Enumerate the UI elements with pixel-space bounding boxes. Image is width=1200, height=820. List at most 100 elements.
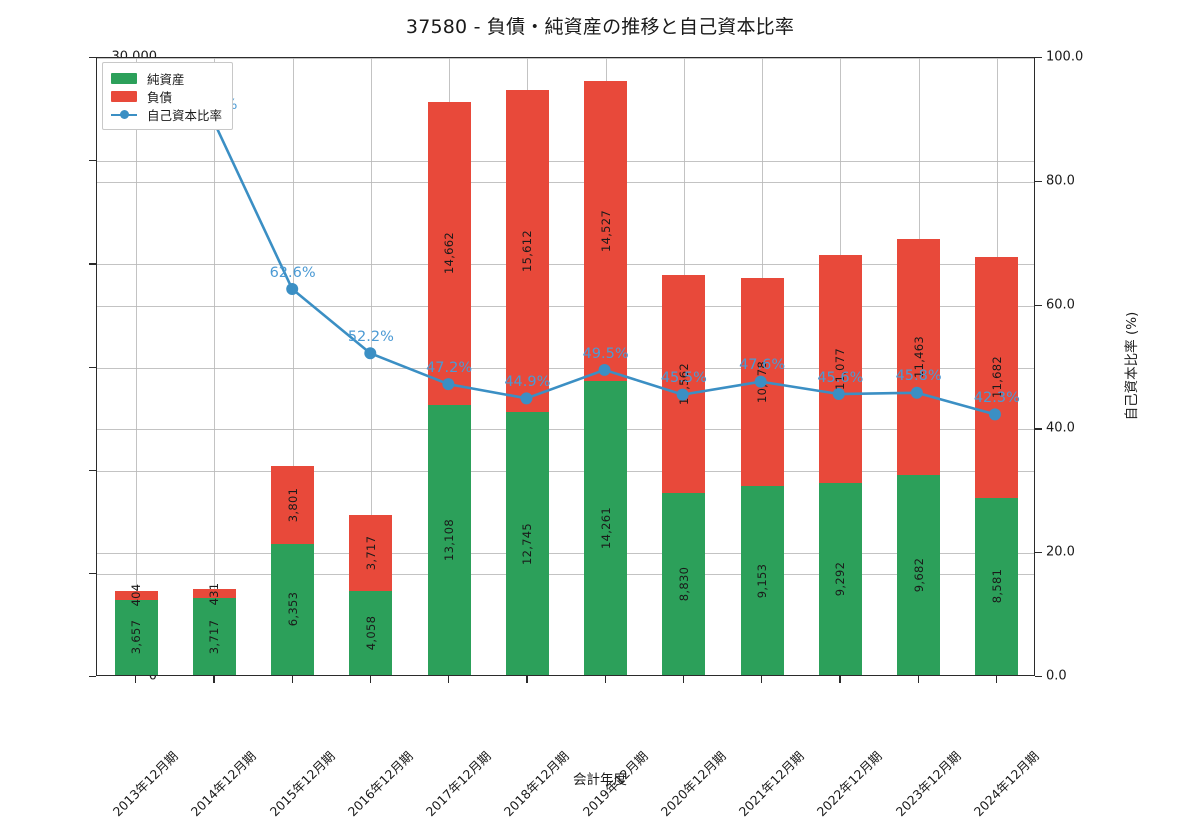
bar-segment-liability[interactable]: 11,463 (897, 238, 941, 476)
x-tick-mark (839, 676, 841, 683)
chart-figure: 37580 - 負債・純資産の推移と自己資本比率 金額（百万円） 自己資本比率 … (0, 16, 1140, 819)
y-tick-mark-right (1035, 676, 1042, 678)
legend-item-label: 負債 (147, 89, 173, 105)
y-tick-mark-left (89, 469, 96, 471)
y-tick-label-right: 80.0 (1046, 173, 1075, 189)
bar-group[interactable]: 12,745 15,612 (505, 56, 549, 675)
ratio-value-label: 42.3% (973, 390, 1020, 407)
ratio-data-point[interactable] (442, 378, 455, 391)
bar-segment-liability[interactable]: 431 (192, 582, 236, 605)
grid-line-horizontal-secondary (97, 429, 1034, 431)
bar-segment-equity[interactable]: 3,657 (114, 599, 158, 675)
grid-line-horizontal (97, 58, 1034, 59)
bar-segment-equity[interactable]: 13,108 (427, 404, 471, 675)
ratio-line (134, 117, 997, 416)
legend-item-label: 純資産 (147, 71, 185, 87)
ratio-value-label: 44.9% (504, 374, 551, 391)
ratio-data-point[interactable] (520, 392, 533, 405)
x-tick-mark (526, 676, 528, 683)
x-tick-mark (604, 676, 606, 683)
bar-group[interactable]: 8,581 11,682 (975, 56, 1019, 675)
bar-segment-equity[interactable]: 9,682 (897, 475, 941, 675)
bar-segment-liability[interactable]: 11,077 (818, 254, 862, 484)
y-tick-mark-right (1035, 180, 1042, 182)
y-tick-mark-left (89, 57, 96, 59)
bar-segment-equity[interactable]: 9,292 (818, 483, 862, 675)
grid-line-horizontal (97, 367, 1034, 369)
bar-group[interactable]: 4,058 3,717 (349, 56, 393, 675)
bar-segment-equity[interactable]: 9,153 (740, 486, 784, 675)
bar-group[interactable]: 9,682 11,463 (897, 56, 941, 675)
legend-item[interactable]: 自己資本比率 (111, 105, 222, 123)
legend-item[interactable]: 負債 (111, 87, 222, 105)
legend-color-swatch (111, 72, 137, 84)
grid-line-horizontal-secondary (97, 553, 1034, 555)
bar-group[interactable]: 9,15310,078 (740, 56, 784, 675)
legend-color-swatch (111, 90, 137, 102)
ratio-value-label: 52.2% (347, 328, 394, 345)
bar-segment-liability[interactable]: 14,662 (427, 102, 471, 405)
bar-segment-equity[interactable]: 8,581 (975, 497, 1019, 675)
grid-line-vertical (370, 58, 372, 675)
x-tick-mark (995, 676, 998, 683)
chart-title: 37580 - 負債・純資産の推移と自己資本比率 (405, 16, 795, 38)
ratio-value-label: 49.5% (582, 345, 629, 362)
grid-line-vertical (292, 58, 294, 675)
bar-segment-equity[interactable]: 4,058 (349, 591, 393, 675)
ratio-value-label: 45.6% (817, 369, 864, 386)
y-tick-mark-left (89, 160, 96, 162)
bar-segment-equity[interactable]: 14,261 (584, 380, 628, 675)
ratio-data-point[interactable] (910, 386, 923, 399)
legend-line-marker-icon (111, 109, 137, 120)
ratio-data-point[interactable] (988, 408, 1001, 421)
bar-segment-liability[interactable]: 3,717 (349, 514, 393, 592)
bar-group[interactable]: 3,657 404 (114, 56, 158, 675)
y-tick-mark-right (1035, 552, 1042, 554)
bar-segment-liability[interactable]: 10,562 (662, 274, 706, 493)
y-tick-mark-right (1035, 57, 1042, 59)
ratio-value-label: 62.6% (269, 264, 316, 281)
ratio-data-point[interactable] (364, 347, 377, 360)
bar-group[interactable]: 6,353 3,801 (271, 56, 315, 675)
y-tick-label-left: 0 (148, 668, 157, 684)
y-tick-label-right: 40.0 (1046, 420, 1075, 436)
grid-line-horizontal (97, 161, 1034, 163)
bar-segment-equity[interactable]: 12,745 (505, 412, 549, 675)
bar-segment-equity[interactable]: 3,717 (192, 598, 236, 675)
bar-segment-liability[interactable]: 14,527 (584, 81, 628, 381)
bar-segment-equity[interactable]: 8,830 (662, 492, 706, 675)
bar-segment-liability[interactable]: 3,801 (271, 465, 315, 544)
bar-group[interactable]: 13,108 14,662 (427, 56, 471, 675)
y-tick-mark-left (89, 572, 96, 575)
ratio-data-point[interactable] (832, 388, 845, 401)
grid-line-horizontal (97, 470, 1034, 472)
x-tick-mark (213, 676, 215, 683)
bar-segment-liability[interactable]: 15,612 (505, 89, 549, 413)
ratio-data-point[interactable] (598, 363, 611, 376)
y-tick-mark-left (89, 263, 96, 265)
bar-segment-liability[interactable]: 404 (114, 584, 158, 607)
ratio-data-point[interactable] (754, 375, 767, 388)
x-tick-mark (135, 676, 137, 683)
ratio-data-point[interactable] (286, 283, 299, 296)
x-tick-mark (761, 676, 763, 683)
y-tick-mark-right (1035, 304, 1042, 306)
x-tick-mark (291, 676, 293, 683)
x-tick-mark (917, 676, 919, 683)
bar-group[interactable]: 14,261 14,527 (584, 56, 628, 675)
bar-group[interactable]: 3,717 431 (192, 56, 236, 675)
grid-line-horizontal (97, 573, 1034, 575)
y-tick-mark-left (89, 366, 96, 368)
bar-segment-liability[interactable]: 11,682 (975, 256, 1019, 498)
ratio-data-point[interactable] (676, 388, 689, 401)
ratio-line-layer (130, 113, 1001, 421)
bar-group[interactable]: 8,830 10,562 (662, 56, 706, 675)
grid-line-horizontal (97, 264, 1034, 266)
bar-segment-equity[interactable]: 6,353 (271, 543, 315, 675)
chart-legend[interactable]: 純資産負債自己資本比率 (102, 62, 234, 130)
y-tick-mark-right (1035, 428, 1042, 430)
legend-item[interactable]: 純資産 (111, 69, 222, 87)
bar-group[interactable]: 9,292 11,077 (818, 56, 862, 675)
legend-item-label: 自己資本比率 (147, 107, 223, 123)
bar-series-layer: 3,657 404 3,717 431 6,353 3,801 4,058 3,717 13,1… (97, 58, 1034, 675)
